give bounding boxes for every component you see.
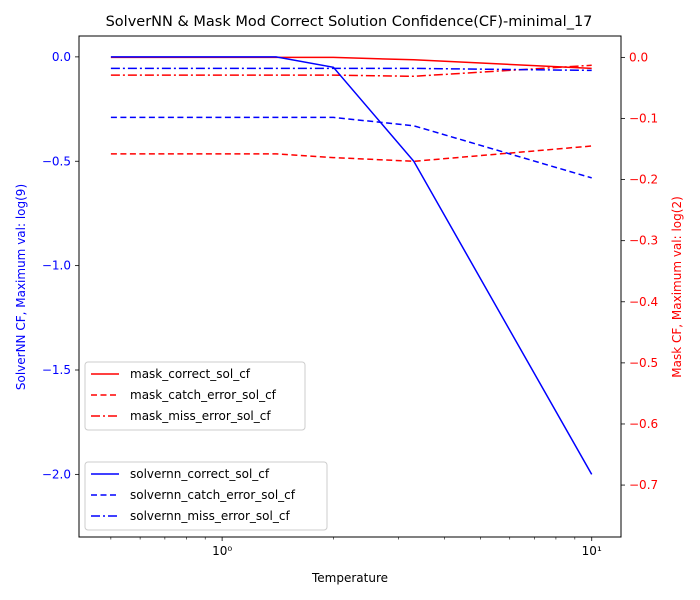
series-line-solvernn-miss-error-sol-cf — [110, 67, 592, 72]
left-y-tick-label: −0.5 — [42, 154, 71, 168]
series-line-mask-catch-error-sol-cf — [110, 145, 592, 163]
right-y-tick-label: −0.6 — [629, 417, 658, 431]
legend-label: solvernn_correct_sol_cf — [130, 467, 270, 481]
series-line-solvernn-catch-error-sol-cf — [110, 116, 592, 179]
legend-2: solvernn_correct_sol_cf solvernn_catch_er… — [84, 461, 328, 531]
left-y-tick-label: −1.5 — [42, 363, 71, 377]
x-axis-label: Temperature — [311, 571, 388, 585]
x-tick-label: 10¹ — [582, 544, 602, 558]
left-axis-label: SolverNN CF, Maximum val: log(9) — [14, 184, 28, 390]
chart-title: SolverNN & Mask Mod Correct Solution Con… — [106, 14, 593, 30]
right-y-tick-label: −0.4 — [629, 295, 658, 309]
legend-box — [84, 361, 306, 431]
legend-label: solvernn_miss_error_sol_cf — [130, 509, 290, 523]
right-y-tick-label: −0.1 — [629, 111, 658, 125]
right-y-tick-label: −0.5 — [629, 356, 658, 370]
left-y-tick-label: 0.0 — [52, 50, 71, 64]
right-y-tick-label: −0.3 — [629, 234, 658, 248]
right-axis-label: Mask CF, Maximum val: log(2) — [670, 196, 684, 378]
legend-label: mask_miss_error_sol_cf — [130, 409, 271, 423]
legend-label: solvernn_catch_error_sol_cf — [130, 488, 296, 502]
legend-label: mask_catch_error_sol_cf — [130, 388, 277, 402]
series-line-solvernn-correct-sol-cf — [110, 56, 593, 475]
legend-1: mask_correct_sol_cf mask_catch_error_sol_… — [84, 361, 306, 431]
x-tick-label: 10⁰ — [212, 544, 232, 558]
left-y-tick-label: −2.0 — [42, 467, 71, 481]
right-y-tick-label: −0.7 — [629, 478, 658, 492]
legend-box — [84, 461, 328, 531]
left-y-tick-label: −1.0 — [42, 259, 71, 273]
right-y-tick-label: −0.2 — [629, 173, 658, 187]
legend-label: mask_correct_sol_cf — [130, 367, 251, 381]
plot-frame — [78, 35, 622, 538]
right-y-tick-label: 0.0 — [629, 50, 648, 64]
series-line-mask-miss-error-sol-cf — [110, 64, 592, 78]
